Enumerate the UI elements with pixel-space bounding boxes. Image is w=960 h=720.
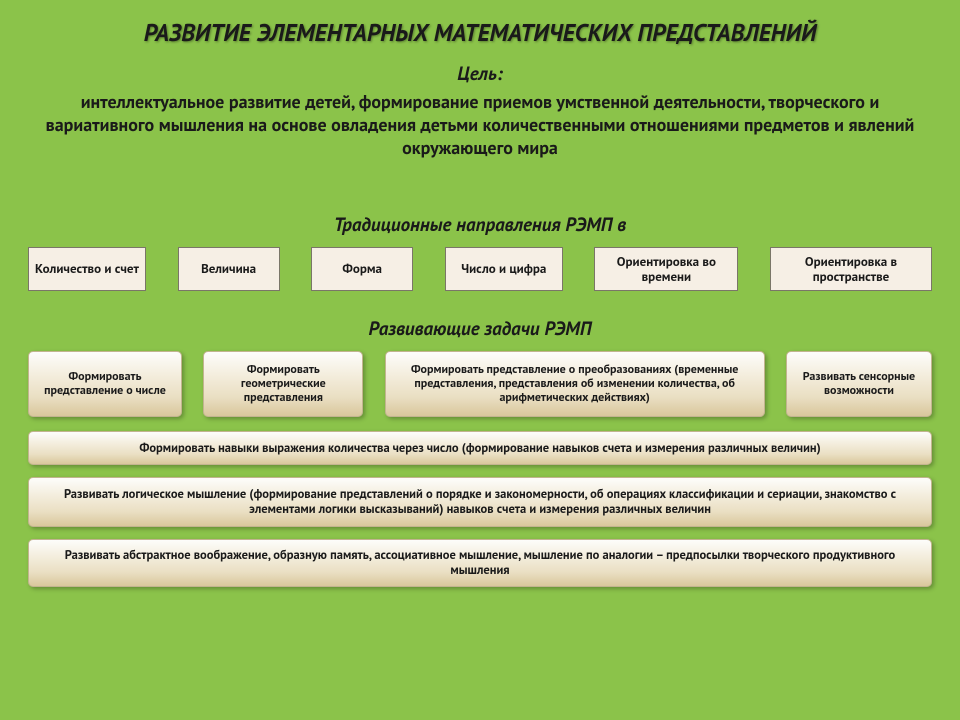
direction-box: Величина <box>178 247 280 291</box>
task-wide-box: Развивать абстрактное воображение, образ… <box>28 539 932 587</box>
task-wide-box: Формировать навыки выражения количества … <box>28 431 932 465</box>
task-box: Развивать сенсорные возможности <box>786 351 932 417</box>
direction-box: Форма <box>311 247 413 291</box>
directions-row: Количество и счет Величина Форма Число и ци… <box>28 247 932 291</box>
task-box: Формировать представление о числе <box>28 351 182 417</box>
directions-heading: Традиционные направления РЭМП в <box>28 213 932 237</box>
task-box: Формировать геометрические представления <box>203 351 363 417</box>
goal-label: Цель: <box>28 62 932 86</box>
goal-text: интеллектуальное развитие детей, формиро… <box>28 90 932 159</box>
tasks-wide-column: Формировать навыки выражения количества … <box>28 431 932 587</box>
direction-box: Ориентировка во времени <box>594 247 738 291</box>
direction-box: Число и цифра <box>445 247 563 291</box>
page-title: РАЗВИТИЕ ЭЛЕМЕНТАРНЫХ МАТЕМАТИЧЕСКИХ ПРЕ… <box>100 18 860 48</box>
task-box: Формировать представление о преобразован… <box>385 351 765 417</box>
direction-box: Ориентировка в пространстве <box>770 247 932 291</box>
tasks-row: Формировать представление о числе Формиро… <box>28 351 932 417</box>
direction-box: Количество и счет <box>28 247 146 291</box>
tasks-heading: Развивающие задачи РЭМП <box>28 317 932 341</box>
task-wide-box: Развивать логическое мышление (формирова… <box>28 477 932 527</box>
